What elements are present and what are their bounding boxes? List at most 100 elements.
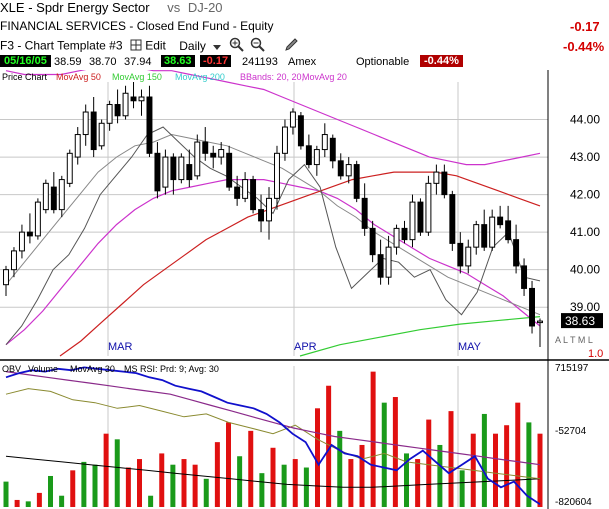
volume-bar (481, 413, 487, 507)
candle-body (186, 164, 193, 181)
edit-button[interactable]: Edit (145, 38, 166, 53)
candle-body (218, 149, 225, 158)
candle-body (210, 152, 217, 158)
legend-ma150: MovAvg 150 (112, 72, 162, 82)
bband-upper-line (5, 70, 541, 166)
chart-area[interactable]: 44.00 43.00 42.00 41.00 40.00 39.00 MAR APR MAY 3… (0, 70, 609, 509)
quote-open: 38.59 (54, 56, 82, 68)
candle-body (178, 156, 185, 181)
quote-volume: 241193 (242, 56, 278, 68)
candle-body (18, 231, 25, 252)
candle-body (489, 216, 496, 248)
volume-bar (36, 492, 42, 507)
close-line (5, 126, 541, 346)
header-change: -0.17 (570, 19, 600, 34)
candle-body (146, 96, 153, 154)
volume-bar (3, 481, 9, 507)
volume-bar (70, 470, 76, 507)
quote-date: 05/16/05 (0, 55, 51, 67)
candle-body (329, 137, 336, 162)
quote-change-pct: -0.44% (420, 55, 463, 67)
candle-body (226, 152, 233, 188)
vs-label: vs (167, 0, 181, 15)
candle-body (3, 269, 9, 286)
grid-icon[interactable] (130, 39, 142, 54)
volume-bar (59, 495, 65, 507)
compare-symbol[interactable]: DJ-20 (187, 0, 223, 15)
candle-body (433, 171, 440, 184)
candle-body (274, 152, 280, 199)
volume-bar (192, 464, 198, 507)
volume-bar (226, 422, 231, 507)
volume-bar (92, 464, 98, 507)
candle-body (234, 186, 241, 199)
zoom-out-icon[interactable] (250, 37, 266, 56)
quote-high: 38.70 (89, 56, 117, 68)
toolbar: F3 - Chart Template #3 Edit Daily -0.44% (0, 37, 609, 54)
template-selector[interactable]: F3 - Chart Template #3 (0, 38, 123, 53)
candle-body (26, 231, 33, 237)
legend-ma30: MovAvg 30 (70, 364, 115, 374)
candle-body (42, 182, 49, 211)
obv-line (5, 366, 541, 505)
candle-body (465, 246, 472, 267)
volume-bar (281, 464, 287, 507)
candle-body (266, 197, 272, 222)
period-dropdown-icon[interactable] (213, 40, 222, 54)
volume-bar (426, 419, 432, 507)
candle-body (369, 227, 376, 256)
volume-bar (181, 459, 187, 507)
category-bar: FINANCIAL SERVICES - Closed End Fund - E… (0, 19, 609, 35)
candle-body (154, 152, 161, 192)
ma30-line (5, 371, 541, 466)
volume-bar (25, 501, 31, 507)
month-label: MAY (458, 341, 482, 353)
period-selector[interactable]: Daily (179, 38, 206, 53)
volume-bar (214, 442, 220, 507)
candle-body (130, 96, 137, 102)
indicator-series (3, 366, 543, 507)
candle-body (417, 201, 424, 233)
candle-body (162, 156, 169, 188)
symbol-label: XLE (0, 0, 25, 15)
zoom-in-icon[interactable] (229, 37, 245, 56)
indicator-axis: 715197 -52704 -820604 (547, 360, 592, 509)
quote-exchange: Amex (288, 56, 317, 68)
candle-body (50, 186, 57, 211)
candle-body (34, 201, 41, 237)
legend-ms: MS (124, 364, 138, 374)
volume-bar (259, 473, 265, 507)
volume-bar (303, 467, 309, 507)
price-tick-label: 41.00 (570, 225, 600, 239)
month-label: MAR (108, 341, 133, 353)
candle-body (529, 287, 536, 327)
candle-body (122, 92, 129, 117)
legend-ma50: MovAvg 50 (56, 72, 101, 82)
quote-strip: 05/16/05 38.59 38.70 37.94 38.63 -0.17 2… (0, 55, 609, 70)
candle-body (401, 227, 408, 241)
volume-bar (381, 402, 387, 507)
volume-bar (359, 444, 365, 507)
candle-body (82, 111, 89, 136)
quote-low: 37.94 (124, 56, 152, 68)
ma20-line (5, 133, 541, 316)
legend-volume: Volume (28, 364, 58, 374)
candle-body (258, 209, 265, 222)
volume-bar (404, 453, 409, 507)
volume-bar (526, 422, 532, 507)
volume-bar (14, 499, 20, 507)
last-price-label: 38.63 (565, 314, 595, 328)
candle-body (377, 254, 384, 278)
price-tick-label: 40.00 (570, 263, 600, 277)
candle-body (425, 182, 432, 233)
quote-change: -0.17 (200, 55, 232, 67)
volume-bar (292, 459, 298, 507)
volume-bar (448, 411, 454, 507)
pencil-icon[interactable] (283, 37, 299, 56)
candle-body (505, 220, 512, 241)
candle-body (497, 216, 504, 226)
indicator-tick-label: -52704 (555, 426, 587, 437)
scale-type-label[interactable]: A L T M L (555, 335, 593, 345)
volume-bar (159, 453, 165, 507)
volume-bar (337, 430, 343, 507)
